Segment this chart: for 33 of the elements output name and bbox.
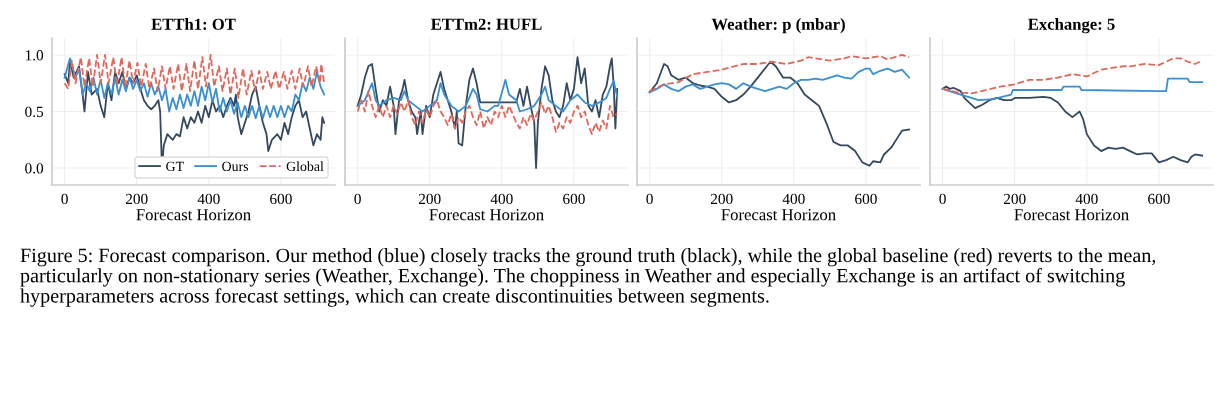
x-tick-label: 200: [1003, 193, 1026, 205]
chart-title: Exchange: 5: [1028, 18, 1115, 34]
legend-label: Global: [286, 161, 324, 172]
x-tick-label: 0: [61, 193, 68, 205]
x-tick-label: 0: [646, 193, 653, 205]
x-tick-label: 0: [939, 193, 946, 205]
y-tick-label: 0.0: [25, 163, 44, 174]
x-tick-label: 200: [418, 193, 441, 205]
x-axis-title: Forecast Horizon: [136, 209, 251, 221]
x-tick-label: 0: [354, 193, 361, 205]
x-tick-label: 200: [710, 193, 733, 205]
chart-title: ETTm2: HUFL: [430, 18, 542, 30]
line-series: [63, 57, 326, 120]
x-axis-title: Forecast Horizon: [429, 209, 544, 221]
line-series: [63, 54, 326, 99]
x-tick-label: 200: [125, 193, 148, 205]
chart-title: ETTh1: OT: [151, 18, 236, 30]
x-tick-label: 600: [1148, 193, 1170, 205]
x-tick-label: 400: [1075, 193, 1098, 205]
y-tick-label: 1.0: [25, 50, 44, 61]
x-tick-label: 400: [197, 193, 220, 205]
x-tick-label: 400: [490, 193, 513, 205]
legend-label: GT: [166, 161, 184, 172]
x-tick-label: 600: [855, 193, 877, 205]
x-tick-label: 600: [270, 193, 292, 205]
caption: Figure 5: Forecast comparison. Our method (blue) closely tracks the ground truth (black), while the global baseline (red) reverts to the mean, particularly on non-stationary series (Weather, Exchange). The choppiness in Weather and especially Exchange is an artifact of switching hyperparameters across forecast settings, which can create discontinuities between segments.: [20, 248, 1156, 307]
x-tick-label: 600: [563, 193, 585, 205]
legend-label: Ours: [222, 161, 249, 172]
x-axis-title: Forecast Horizon: [721, 209, 836, 221]
x-tick-label: 400: [782, 193, 805, 205]
x-axis-title: Forecast Horizon: [1014, 209, 1129, 221]
y-tick-label: 0.5: [25, 106, 44, 118]
chart-title: Weather: p (mbar): [711, 18, 845, 34]
